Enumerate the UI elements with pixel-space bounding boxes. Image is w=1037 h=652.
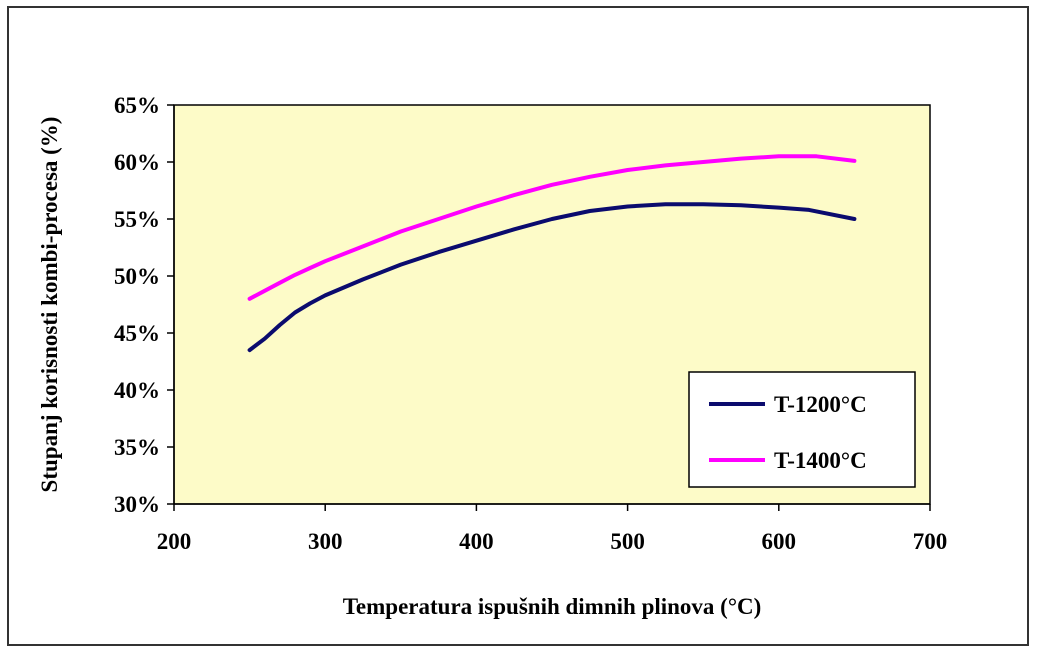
y-tick-label: 35% [114,435,160,460]
y-tick-label: 55% [114,207,160,232]
y-tick-label: 30% [114,492,160,517]
legend-box [688,371,916,488]
series-line-1 [247,154,857,301]
y-tick-label: 50% [114,264,160,289]
x-tick-label: 400 [459,529,494,554]
y-tick-label: 40% [114,378,160,403]
legend-label-t1200: T-1200°C [774,392,867,417]
x-tick-label: 200 [157,529,192,554]
series-layer [247,154,857,353]
legend: T-1200°C T-1400°C [688,371,916,488]
x-axis-title: Temperatura ispušnih dimnih plinova (°C) [343,594,762,619]
chart-frame: 200 300 400 500 600 700 30% 35% 40% 45% 50% 55% 60% 6… [7,6,1029,646]
x-tick-label: 300 [308,529,343,554]
tick-labels: 200 300 400 500 600 700 30% 35% 40% 45% 50% 55% 60% 6… [114,93,947,554]
series-line-0 [247,202,857,353]
y-tick-label: 45% [114,321,160,346]
legend-label-t1400: T-1400°C [774,448,867,473]
x-tick-label: 500 [610,529,645,554]
axis-layer [167,104,931,511]
x-tick-label: 700 [913,529,948,554]
x-tick-label: 600 [762,529,797,554]
y-tick-label: 60% [114,150,160,175]
y-axis-title: Stupanj korisnosti kombi-procesa (%) [37,117,62,493]
chart-svg: 200 300 400 500 600 700 30% 35% 40% 45% 50% 55% 60% 6… [37,93,947,619]
y-tick-label: 65% [114,93,160,118]
